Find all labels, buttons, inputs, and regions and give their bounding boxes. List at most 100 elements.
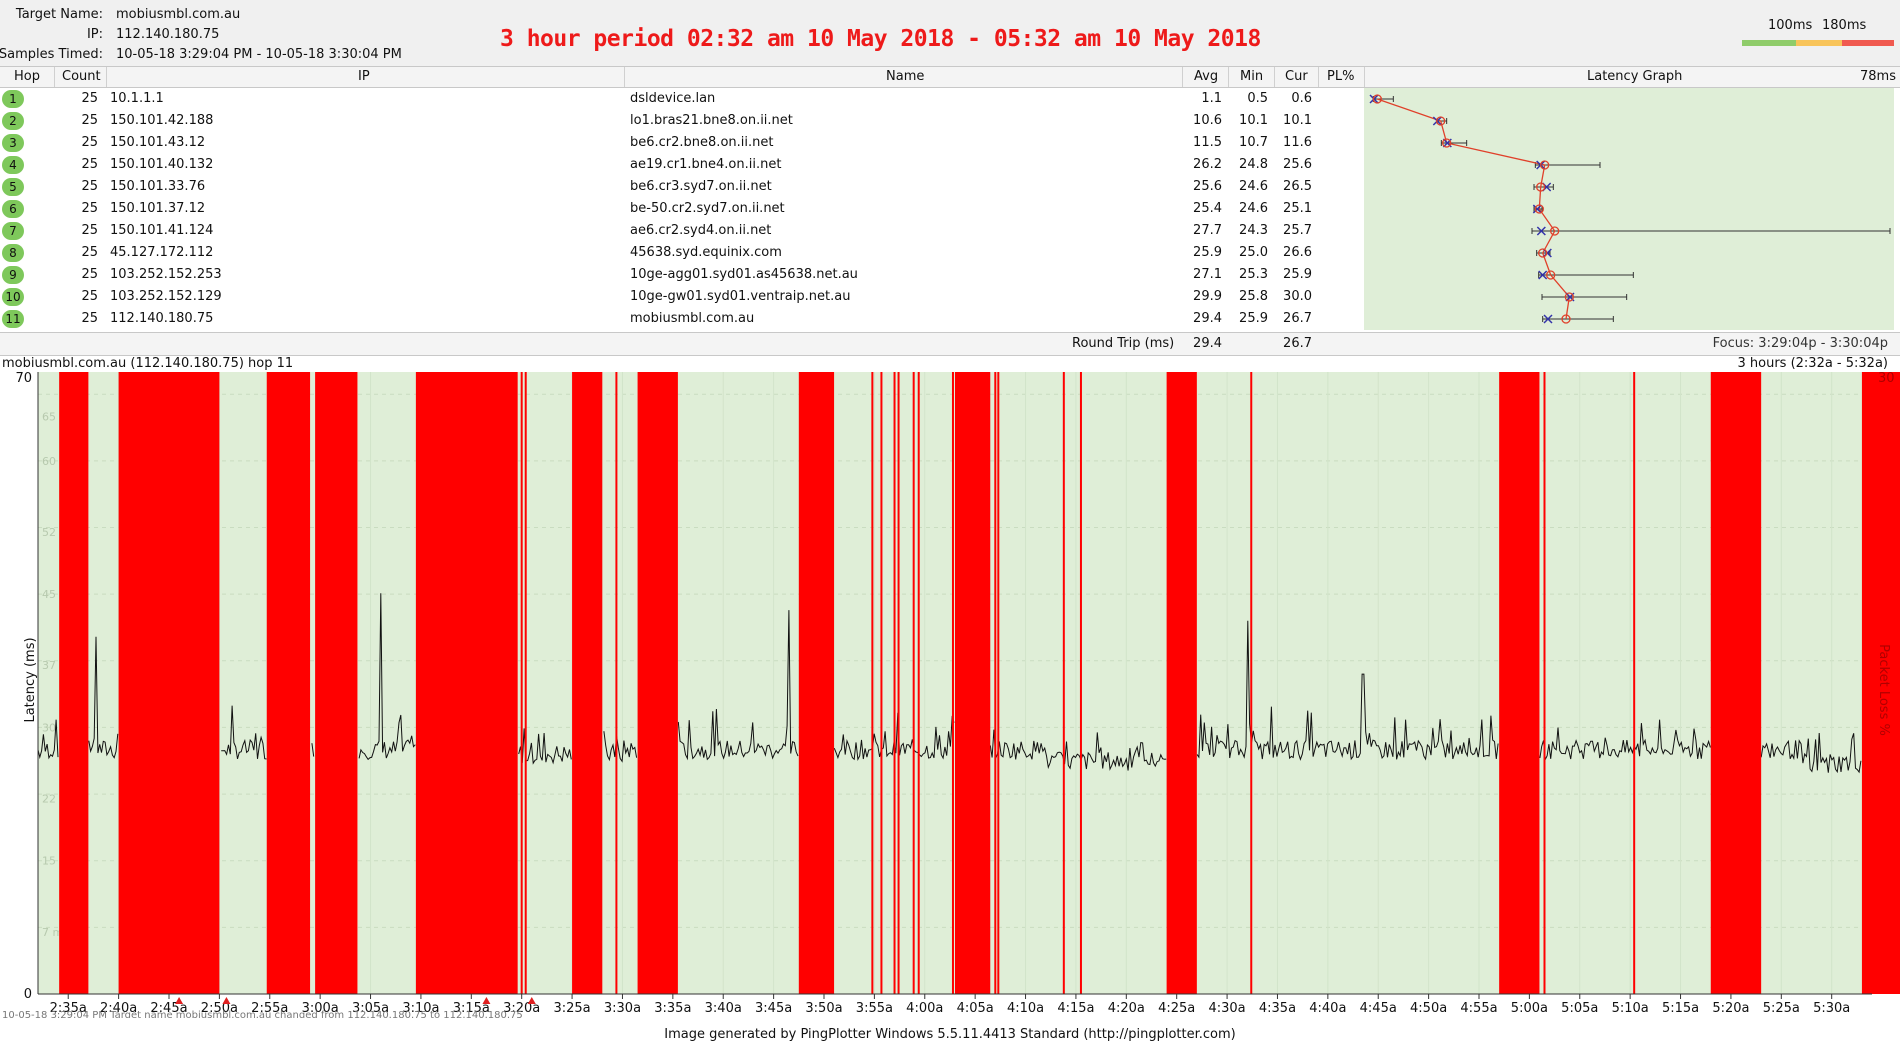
hop-cur: 30.0 xyxy=(1283,289,1312,304)
hop-count: 25 xyxy=(81,135,98,150)
x-tick-label: 5:30a xyxy=(1813,1001,1850,1016)
hop-cur: 25.7 xyxy=(1283,223,1312,238)
hop-number: 8 xyxy=(2,244,24,262)
hop-cur: 26.5 xyxy=(1283,179,1312,194)
hop-name: 10ge-agg01.syd01.as45638.net.au xyxy=(630,267,858,282)
hop-name: lo1.bras21.bne8.on.ii.net xyxy=(630,113,793,128)
hop-ip: 150.101.37.12 xyxy=(110,201,206,216)
hop-row[interactable]: 9 25 103.252.152.253 10ge-agg01.syd01.as456… xyxy=(0,264,1364,286)
packet-loss-line xyxy=(893,372,896,994)
hop-ip: 150.101.33.76 xyxy=(110,179,206,194)
col-min[interactable]: Min xyxy=(1240,69,1264,84)
hop-row[interactable]: 8 25 45.127.172.112 45638.syd.equinix.com 25… xyxy=(0,242,1364,264)
period-banner: 3 hour period 02:32 am 10 May 2018 - 05:… xyxy=(500,26,1261,52)
x-tick-label: 4:45a xyxy=(1360,1001,1397,1016)
hop-row[interactable]: 3 25 150.101.43.12 be6.cr2.bne8.on.ii.net 11… xyxy=(0,132,1364,154)
x-tick-label: 4:35a xyxy=(1259,1001,1296,1016)
hop-count: 25 xyxy=(81,113,98,128)
hop-row[interactable]: 11 25 112.140.180.75 mobiusmbl.com.au 29.4 25… xyxy=(0,308,1364,330)
hop-count: 25 xyxy=(81,311,98,326)
hop-count: 25 xyxy=(81,157,98,172)
x-tick-label: 3:25a xyxy=(553,1001,590,1016)
threshold-180ms-label: 180ms xyxy=(1822,18,1867,33)
event-log: 10-05-18 3:29:04 PM Target name mobiusmb… xyxy=(0,1010,1900,1024)
avg-point xyxy=(1546,270,1556,280)
round-trip-cur: 26.7 xyxy=(1283,336,1312,351)
col-count[interactable]: Count xyxy=(62,69,101,84)
x-tick-label: 3:50a xyxy=(805,1001,842,1016)
col-pl[interactable]: PL% xyxy=(1327,69,1355,84)
hop-number: 4 xyxy=(2,156,24,174)
hop-cur: 25.1 xyxy=(1283,201,1312,216)
hop-number: 1 xyxy=(2,90,24,108)
hop-name: ae19.cr1.bne4.on.ii.net xyxy=(630,157,782,172)
col-avg[interactable]: Avg xyxy=(1194,69,1219,84)
x-tick-label: 4:05a xyxy=(957,1001,994,1016)
avg-point xyxy=(1442,138,1452,148)
x-tick-label: 3:00a xyxy=(302,1001,339,1016)
packet-loss-line xyxy=(1633,372,1636,994)
hop-min: 24.8 xyxy=(1239,157,1268,172)
round-trip-label: Round Trip (ms) xyxy=(1072,336,1175,351)
avg-point xyxy=(1550,226,1560,236)
hop-number: 10 xyxy=(2,288,24,306)
col-cur[interactable]: Cur xyxy=(1285,69,1308,84)
x-tick-label: 4:15a xyxy=(1057,1001,1094,1016)
x-tick-label: 2:50a xyxy=(201,1001,238,1016)
hop-min: 25.8 xyxy=(1239,289,1268,304)
hop-avg: 29.9 xyxy=(1193,289,1222,304)
hop-name: dsldevice.lan xyxy=(630,91,716,106)
packet-loss-line xyxy=(1543,372,1546,994)
packet-loss-line xyxy=(1079,372,1082,994)
hop-cur: 10.1 xyxy=(1283,113,1312,128)
avg-point xyxy=(1534,204,1544,214)
hop-row[interactable]: 5 25 150.101.33.76 be6.cr3.syd7.on.ii.net 25… xyxy=(0,176,1364,198)
hop-row[interactable]: 6 25 150.101.37.12 be-50.cr2.syd7.on.ii.net… xyxy=(0,198,1364,220)
y2-axis-label: Packet Loss % xyxy=(1876,644,1891,736)
packet-loss-block xyxy=(1499,372,1540,994)
hop-row[interactable]: 10 25 103.252.152.129 10ge-gw01.syd01.ventr… xyxy=(0,286,1364,308)
hop-count: 25 xyxy=(81,267,98,282)
hop-avg: 25.6 xyxy=(1193,179,1222,194)
focus-range: Focus: 3:29:04p - 3:30:04p xyxy=(1712,336,1888,351)
latency-graph[interactable] xyxy=(1364,88,1894,330)
col-hop[interactable]: Hop xyxy=(14,69,40,84)
event-marker xyxy=(175,997,184,1004)
hop-count: 25 xyxy=(81,201,98,216)
avg-point xyxy=(1536,182,1546,192)
x-tick-label: 3:40a xyxy=(705,1001,742,1016)
packet-loss-line xyxy=(880,372,883,994)
hop-min: 24.6 xyxy=(1239,201,1268,216)
hop-row[interactable]: 7 25 150.101.41.124 ae6.cr2.syd4.on.ii.net 2… xyxy=(0,220,1364,242)
col-ip[interactable]: IP xyxy=(358,69,370,84)
cur-marker xyxy=(1542,248,1552,258)
round-trip-avg: 29.4 xyxy=(1193,336,1222,351)
cur-marker xyxy=(1432,116,1442,126)
col-name[interactable]: Name xyxy=(886,69,925,84)
hop-avg: 11.5 xyxy=(1193,135,1222,150)
hop-cur: 0.6 xyxy=(1291,91,1312,106)
hop-row[interactable]: 1 25 10.1.1.1 dsldevice.lan 1.1 0.5 0.6 xyxy=(0,88,1364,110)
threshold-bad-bar xyxy=(1842,40,1894,46)
event-marker xyxy=(527,997,536,1004)
x-tick-label: 4:25a xyxy=(1158,1001,1195,1016)
hop-min: 10.1 xyxy=(1239,113,1268,128)
col-latency-graph[interactable]: Latency Graph xyxy=(1587,69,1683,84)
packet-loss-block xyxy=(59,372,89,994)
hop-row[interactable]: 4 25 150.101.40.132 ae19.cr1.bne4.on.ii.net… xyxy=(0,154,1364,176)
hop-avg: 26.2 xyxy=(1193,157,1222,172)
hop-avg: 25.9 xyxy=(1193,245,1222,260)
history-title: mobiusmbl.com.au (112.140.180.75) hop 11 xyxy=(2,356,294,371)
hop-min: 24.6 xyxy=(1239,179,1268,194)
hop-row[interactable]: 2 25 150.101.42.188 lo1.bras21.bne8.on.ii.n… xyxy=(0,110,1364,132)
y-axis-label: Latency (ms) xyxy=(23,637,38,722)
hop-ip: 103.252.152.253 xyxy=(110,267,222,282)
x-tick-label: 2:45a xyxy=(150,1001,187,1016)
hop-count: 25 xyxy=(81,179,98,194)
x-tick-label: 5:00a xyxy=(1511,1001,1548,1016)
hop-count: 25 xyxy=(81,223,98,238)
event-marker xyxy=(482,997,491,1004)
hop-avg: 1.1 xyxy=(1201,91,1222,106)
hop-avg: 25.4 xyxy=(1193,201,1222,216)
